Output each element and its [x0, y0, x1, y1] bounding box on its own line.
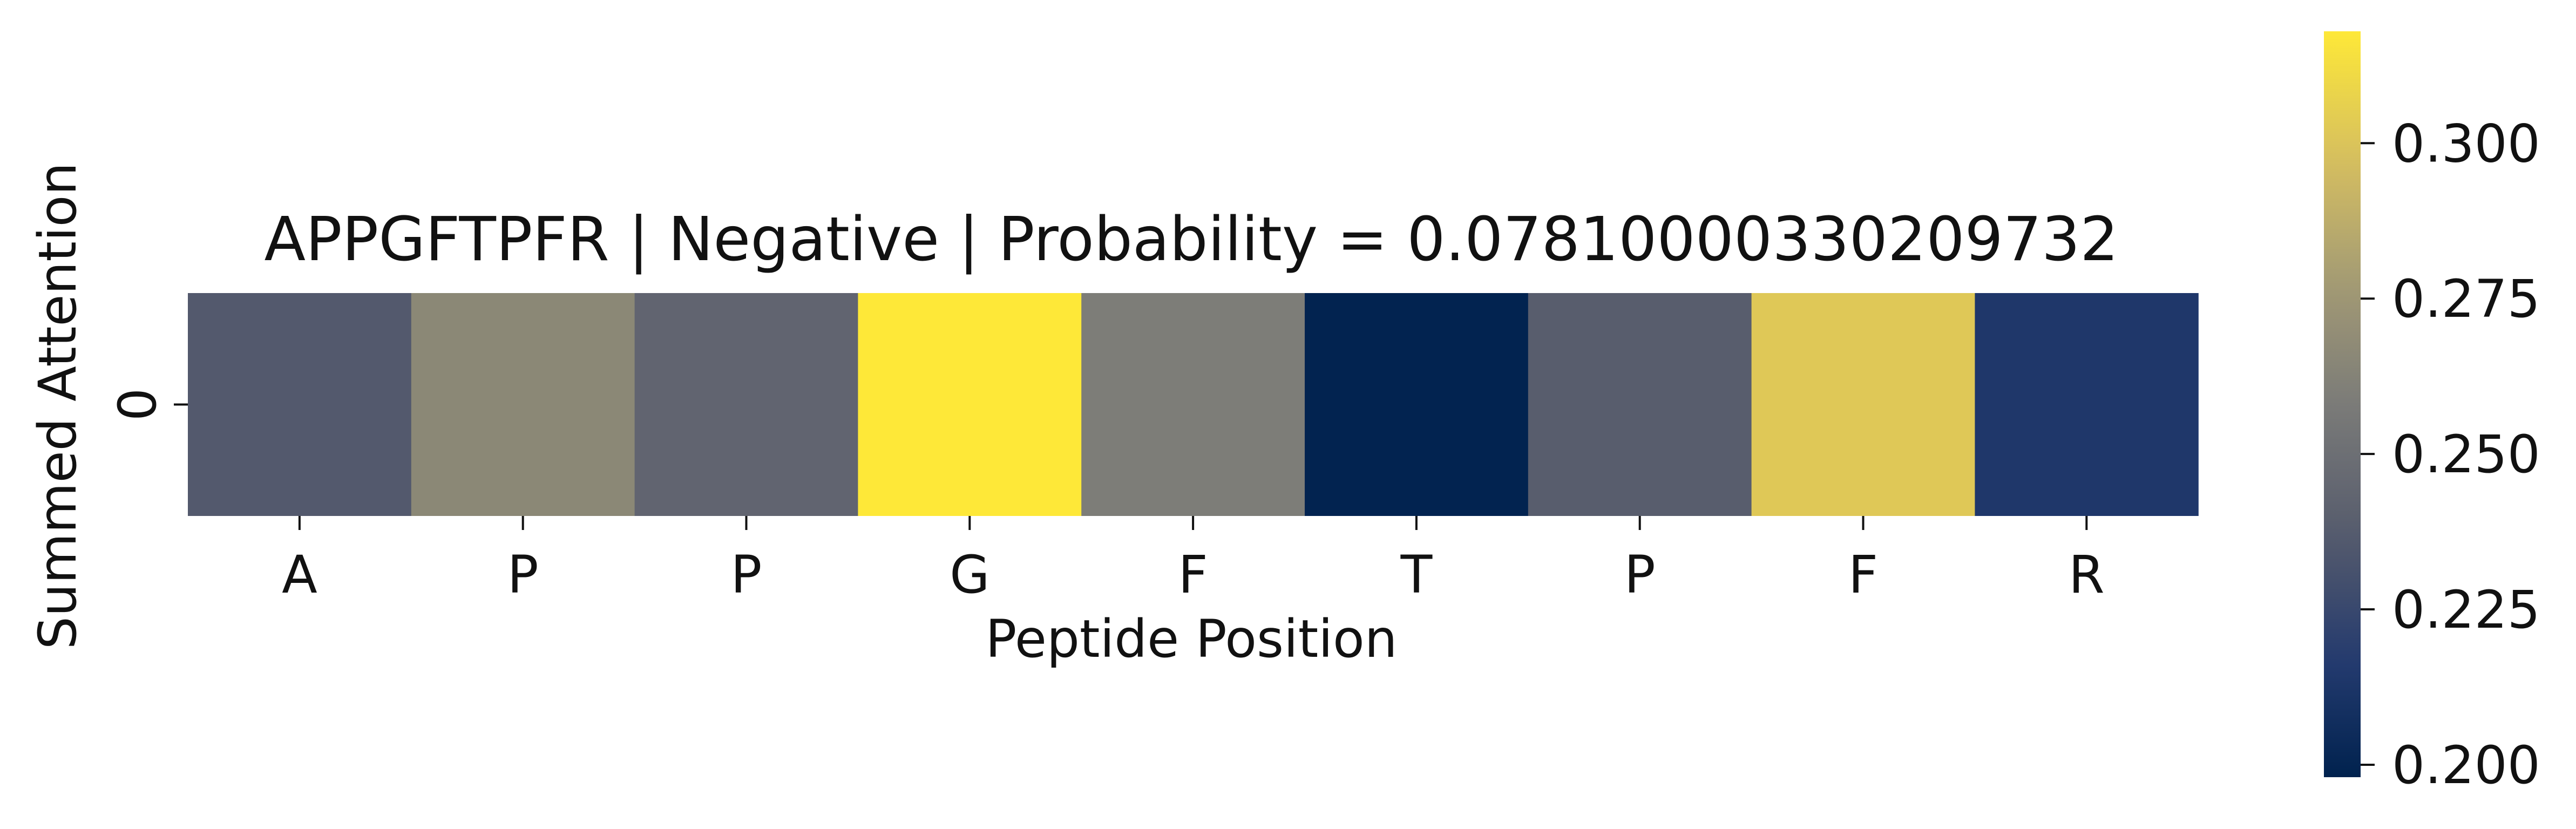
x-tick-label: T — [1400, 545, 1433, 605]
heatmap-cell — [858, 293, 1082, 516]
heatmap-cells — [188, 293, 2199, 516]
heatmap-cell — [1528, 293, 1752, 516]
y-tick-labels: 0 — [107, 388, 188, 421]
x-tick-label: R — [2069, 545, 2105, 605]
x-tick-label: F — [1178, 545, 1208, 605]
y-axis-label: Summed Attention — [28, 162, 88, 649]
heatmap-cell — [634, 293, 858, 516]
colorbar-ticks: 0.200 0.225 0.250 0.275 0.300 — [2361, 113, 2540, 796]
heatmap-cell — [1975, 293, 2199, 516]
colorbar-tick-label: 0.200 — [2392, 735, 2540, 796]
colorbar-tick-label: 0.300 — [2392, 113, 2540, 174]
colorbar-tick-label: 0.225 — [2392, 580, 2540, 640]
heatmap-cell — [411, 293, 635, 516]
heatmap-cell — [1751, 293, 1975, 516]
colorbar-tick-label: 0.275 — [2392, 269, 2540, 329]
heatmap-cell — [1305, 293, 1529, 516]
heatmap-cell — [188, 293, 412, 516]
x-tick-label: P — [1624, 545, 1656, 605]
x-tick-label: P — [507, 545, 539, 605]
colorbar — [2324, 31, 2361, 777]
chart-title: APPGFTPFR | Negative | Probability = 0.0… — [265, 205, 2119, 275]
colorbar-tick-label: 0.250 — [2392, 424, 2540, 485]
y-tick-label: 0 — [107, 388, 168, 421]
x-tick-label: G — [950, 545, 989, 605]
heatmap-cell — [1081, 293, 1305, 516]
x-tick-label: F — [1848, 545, 1878, 605]
x-axis-label: Peptide Position — [985, 609, 1397, 669]
x-tick-label: A — [282, 545, 317, 605]
x-tick-label: P — [731, 545, 762, 605]
